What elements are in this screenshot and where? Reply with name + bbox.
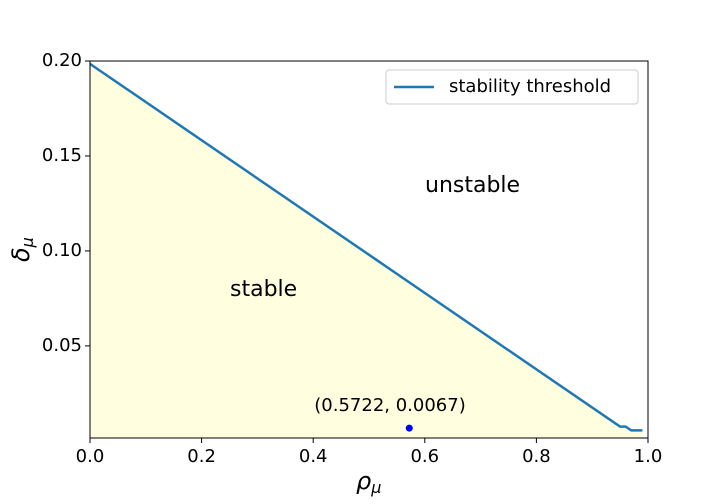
- y-axis-label: δμ: [7, 237, 37, 262]
- threshold-line: [89, 62, 643, 432]
- x-tick-label: 1.0: [634, 446, 663, 467]
- point: [405, 424, 413, 432]
- stable-region: [90, 63, 643, 438]
- x-label-symbol: ρ: [356, 467, 371, 495]
- region-label: stable: [230, 277, 297, 302]
- x-tick-label: 0.2: [187, 446, 216, 467]
- x-label-subscript: μ: [370, 478, 381, 497]
- x-tick-label: 0.0: [76, 446, 105, 467]
- plot-frame: [89, 60, 649, 439]
- y-label-symbol: δ: [7, 247, 35, 262]
- y-tick-label: 0.15: [42, 145, 82, 166]
- x-tick-label: 0.8: [522, 446, 551, 467]
- y-tick-label: 0.10: [42, 240, 82, 261]
- region-label: unstable: [425, 173, 520, 198]
- x-axis-label: ρμ: [356, 467, 381, 497]
- x-tick-label: 0.6: [410, 446, 439, 467]
- legend-label: stability threshold: [449, 76, 611, 97]
- y-label-subscript: μ: [18, 237, 37, 248]
- y-tick-label: 0.20: [42, 50, 82, 71]
- point-label: (0.5722, 0.0067): [314, 395, 465, 416]
- x-tick-label: 0.4: [299, 446, 328, 467]
- y-tick-label: 0.05: [42, 335, 82, 356]
- legend-box: [385, 69, 639, 105]
